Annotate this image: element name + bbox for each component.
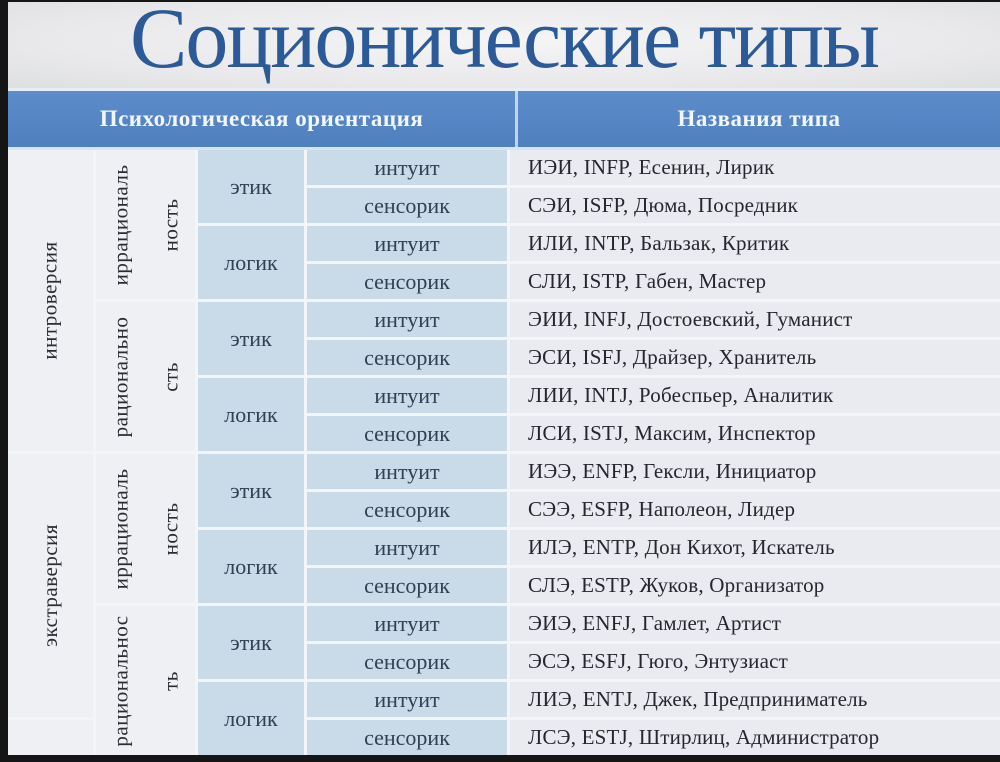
rationality-line1: иррациональ	[108, 468, 133, 589]
logic-cell: логик	[198, 530, 304, 603]
perception-cell: сенсорик	[307, 340, 507, 375]
ethic-cell: этик	[198, 454, 304, 527]
title-band: Соционические типы	[8, 2, 1000, 88]
table-header-row: Психологическая ориентация Названия типа	[8, 88, 1000, 150]
orientation-cell-extraversion: экстраверсия	[8, 454, 93, 717]
header-divider	[515, 91, 518, 147]
rationality-label: иррациональ ность	[96, 164, 195, 285]
type-names-cell: ИЛИ, INTP, Бальзак, Критик	[510, 226, 1000, 261]
type-names-cell: СЛИ, ISTP, Габен, Мастер	[510, 264, 1000, 299]
ethic-cell: этик	[198, 150, 304, 223]
types-table: интроверсия экстраверсия иррациональ нос…	[8, 150, 1000, 755]
rationality-label: рациональнос ть	[96, 615, 195, 746]
page-title: Соционические типы	[129, 2, 880, 86]
perception-cell: интуит	[307, 682, 507, 717]
type-names-cell: ЭИИ, INFJ, Достоевский, Гуманист	[510, 302, 1000, 337]
perception-cell: интуит	[307, 150, 507, 185]
perception-cell: интуит	[307, 530, 507, 565]
perception-cell: интуит	[307, 302, 507, 337]
type-names-cell: ИЛЭ, ENTP, Дон Кихот, Искатель	[510, 530, 1000, 565]
rationality-label: рационально сть	[96, 316, 195, 437]
rationality-cell: рациональнос ть	[96, 606, 195, 755]
type-names-cell: ЛСЭ, ESTJ, Штирлиц, Администратор	[510, 720, 1000, 755]
perception-cell: сенсорик	[307, 492, 507, 527]
rationality-cell: рационально сть	[96, 302, 195, 451]
ethic-cell: этик	[198, 302, 304, 375]
perception-cell: сенсорик	[307, 644, 507, 679]
rationality-cell: иррациональ ность	[96, 150, 195, 299]
type-names-cell: ИЭЭ, ENFP, Гексли, Инициатор	[510, 454, 1000, 489]
rationality-line2: сть	[158, 361, 183, 392]
perception-cell: интуит	[307, 226, 507, 261]
rationality-label: иррациональ ность	[96, 468, 195, 589]
type-names-cell: СЭИ, ISFP, Дюма, Посредник	[510, 188, 1000, 223]
orientation-label: экстраверсия	[38, 523, 63, 648]
type-names-cell: ЛСИ, ISTJ, Максим, Инспектор	[510, 416, 1000, 451]
header-cell-type-names: Названия типа	[677, 106, 841, 131]
perception-cell: сенсорик	[307, 416, 507, 451]
type-names-cell: ЭИЭ, ENFJ, Гамлет, Артист	[510, 606, 1000, 641]
perception-cell: сенсорик	[307, 264, 507, 299]
rationality-line1: иррациональ	[108, 164, 133, 285]
rationality-line1: рациональнос	[108, 614, 133, 747]
type-names-cell: ЭСЭ, ESFJ, Гюго, Энтузиаст	[510, 644, 1000, 679]
perception-cell: сенсорик	[307, 720, 507, 755]
perception-cell: интуит	[307, 606, 507, 641]
logic-cell: логик	[198, 226, 304, 299]
perception-cell: интуит	[307, 454, 507, 489]
logic-cell: логик	[198, 682, 304, 755]
perception-cell: сенсорик	[307, 188, 507, 223]
type-names-cell: ИЭИ, INFP, Есенин, Лирик	[510, 150, 1000, 185]
rationality-line2: ность	[158, 502, 183, 555]
type-names-cell: ЛИИ, INTJ, Робеспьер, Аналитик	[510, 378, 1000, 413]
rationality-line2: ть	[158, 670, 183, 691]
rationality-cell: иррациональ ность	[96, 454, 195, 603]
rationality-line2: ность	[158, 198, 183, 251]
type-names-cell: СЭЭ, ESFP, Наполеон, Лидер	[510, 492, 1000, 527]
type-names-cell: СЛЭ, ESTP, Жуков, Организатор	[510, 568, 1000, 603]
ethic-cell: этик	[198, 606, 304, 679]
header-cell-psych-orientation: Психологическая ориентация	[99, 106, 424, 131]
perception-cell: интуит	[307, 378, 507, 413]
orientation-cell-empty	[8, 720, 93, 755]
logic-cell: логик	[198, 378, 304, 451]
orientation-label: интроверсия	[38, 241, 62, 360]
slide-page: Соционические типы Психологическая ориен…	[8, 2, 1000, 755]
perception-cell: сенсорик	[307, 568, 507, 603]
type-names-cell: ЛИЭ, ENTJ, Джек, Предприниматель	[510, 682, 1000, 717]
rationality-line1: рационально	[108, 316, 133, 437]
type-names-cell: ЭСИ, ISFJ, Драйзер, Хранитель	[510, 340, 1000, 375]
orientation-cell-introversion: интроверсия	[8, 150, 93, 451]
